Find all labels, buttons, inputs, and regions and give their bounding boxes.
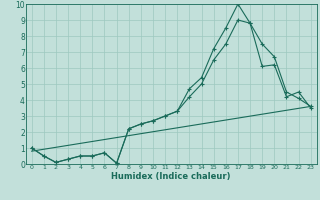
X-axis label: Humidex (Indice chaleur): Humidex (Indice chaleur) [111, 172, 231, 181]
